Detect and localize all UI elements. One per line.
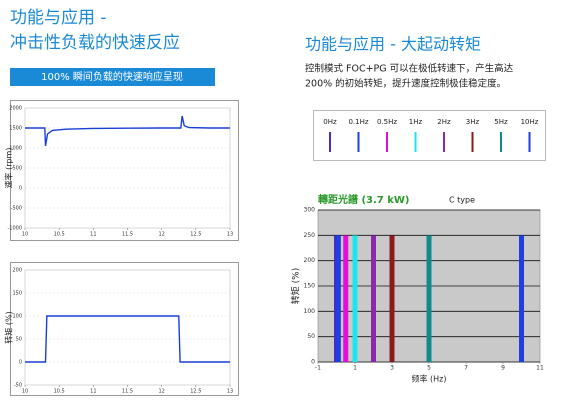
left-title: 功能与应用 - bbox=[10, 8, 107, 28]
y-axis-label: 速率 (rpm) bbox=[4, 148, 14, 189]
legend-box bbox=[313, 110, 546, 161]
y-tick-label: 500 bbox=[12, 166, 22, 172]
legend-label: 5Hz bbox=[494, 118, 508, 126]
x-tick-label: 1 bbox=[353, 365, 357, 372]
band bbox=[343, 235, 349, 362]
x-tick-label: 5 bbox=[427, 365, 431, 372]
x-tick-label: 10.5 bbox=[54, 232, 65, 238]
y-tick-label: 100 bbox=[304, 308, 316, 315]
x-tick-label: 13 bbox=[227, 389, 233, 395]
band bbox=[519, 235, 524, 362]
left-title: 冲击性负载的快速反应 bbox=[10, 33, 180, 53]
y-tick-label: -1000 bbox=[7, 226, 22, 232]
band bbox=[352, 235, 358, 362]
x-tick-label: 11.5 bbox=[122, 389, 133, 395]
x-tick-label: 12.5 bbox=[190, 389, 201, 395]
plot-area bbox=[24, 107, 231, 229]
legend-label: 3Hz bbox=[466, 118, 480, 126]
y-tick-label: 1500 bbox=[9, 126, 22, 132]
legend-label: 0.1Hz bbox=[348, 118, 368, 126]
x-tick-label: 12 bbox=[158, 389, 164, 395]
legend-label: 10Hz bbox=[521, 118, 539, 126]
y-tick-label: 150 bbox=[12, 291, 22, 297]
y-tick-label: 150 bbox=[304, 283, 316, 290]
x-tick-label: 13 bbox=[227, 232, 233, 238]
x-tick-label: 11 bbox=[536, 365, 544, 372]
x-tick-label: 7 bbox=[464, 365, 468, 372]
plot-area bbox=[24, 269, 231, 386]
y-tick-label: 50 bbox=[16, 337, 22, 343]
legend-label: 1Hz bbox=[409, 118, 423, 126]
x-axis-label: 频率 (Hz) bbox=[412, 374, 447, 384]
x-tick-label: 12 bbox=[158, 232, 164, 238]
data-line bbox=[25, 115, 230, 147]
banner bbox=[10, 68, 215, 86]
band bbox=[426, 235, 432, 362]
y-axis-label: 转矩 (%) bbox=[4, 311, 14, 343]
band bbox=[389, 235, 395, 362]
x-tick-label: 10.5 bbox=[54, 389, 65, 395]
chart-title: 轉距光譜 (3.7 kW) bbox=[318, 193, 410, 206]
chart-subtitle: C type bbox=[449, 196, 475, 205]
y-tick-label: 0 bbox=[19, 186, 22, 192]
body-text: 200% 的初始转矩，提升速度控制极佳稳定度。 bbox=[305, 78, 506, 90]
y-tick-label: 250 bbox=[304, 232, 316, 239]
x-tick-label: 10 bbox=[22, 389, 28, 395]
x-tick-label: 11 bbox=[90, 232, 96, 238]
x-tick-label: 9 bbox=[501, 365, 505, 372]
y-tick-label: 2000 bbox=[9, 106, 22, 112]
y-tick-label: 0 bbox=[311, 359, 315, 366]
x-tick-label: 11.5 bbox=[122, 232, 133, 238]
y-tick-label: 0 bbox=[19, 360, 22, 366]
right-title: 功能与应用 - 大起动转矩 bbox=[305, 35, 481, 54]
x-tick-label: 12.5 bbox=[190, 232, 201, 238]
legend-label: 0Hz bbox=[323, 118, 337, 126]
y-tick-label: 200 bbox=[304, 257, 316, 264]
x-tick-label: -1 bbox=[315, 365, 321, 372]
legend-label: 2Hz bbox=[437, 118, 451, 126]
y-axis-label: 转矩 (%) bbox=[290, 268, 302, 304]
y-tick-label: 1000 bbox=[9, 146, 22, 152]
body-text: 控制模式 FOC+PG 可以在极低转速下，产生高达 bbox=[305, 63, 514, 75]
y-tick-label: -500 bbox=[11, 206, 22, 212]
y-tick-label: 100 bbox=[12, 314, 22, 320]
legend-label: 0.5Hz bbox=[377, 118, 397, 126]
y-tick-label: 200 bbox=[12, 268, 22, 274]
data-line bbox=[25, 315, 230, 363]
y-tick-label: 300 bbox=[304, 207, 316, 214]
banner-text: 100% 瞬间负载的快速响应呈现 bbox=[41, 70, 183, 83]
band bbox=[371, 235, 376, 362]
band bbox=[335, 235, 341, 362]
x-tick-label: 3 bbox=[390, 365, 394, 372]
y-tick-label: -50 bbox=[14, 383, 22, 389]
y-tick-label: 50 bbox=[307, 333, 315, 340]
x-tick-label: 11 bbox=[90, 389, 96, 395]
x-tick-label: 10 bbox=[22, 232, 28, 238]
